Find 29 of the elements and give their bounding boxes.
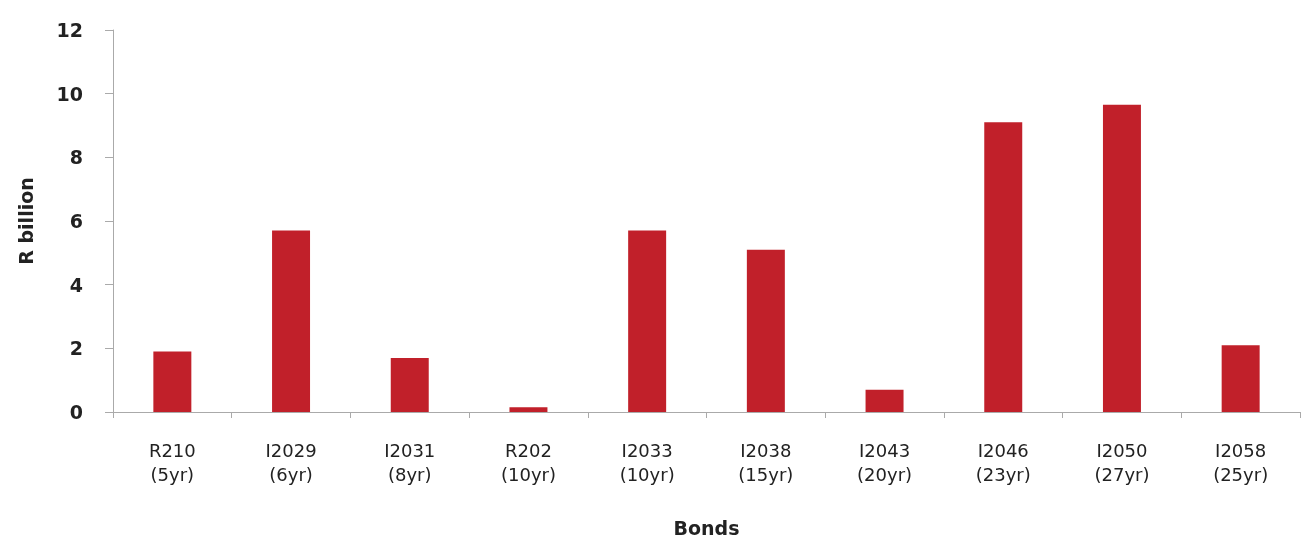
y-tick-label: 4 [69, 273, 83, 296]
y-tick-label: 2 [69, 337, 83, 360]
x-tick-label: R210 (5yr) [148, 439, 196, 485]
x-tick-label: I2058 (25yr) [1213, 439, 1269, 485]
y-tick-label: 8 [69, 146, 83, 169]
y-tick-label: 0 [69, 401, 83, 423]
x-axis-title: Bonds [673, 516, 740, 539]
x-tick-label: I2029 (6yr) [265, 439, 317, 485]
x-tick-label: R202 (10yr) [500, 439, 556, 485]
bar [1102, 104, 1141, 412]
x-tick-label: I2046 (23yr) [975, 439, 1031, 485]
bar [390, 357, 429, 412]
bar [746, 249, 785, 412]
bar [984, 122, 1023, 412]
y-tick-label: 6 [69, 210, 83, 232]
x-tick-label: I2038 (15yr) [738, 439, 794, 485]
x-tick-label: I2031 (8yr) [384, 439, 436, 485]
y-axis-title: R billion [14, 177, 37, 265]
bar [628, 230, 667, 412]
bar [272, 230, 311, 412]
x-tick-label: I2050 (27yr) [1094, 439, 1150, 485]
bar [865, 389, 904, 412]
x-tick-label: I2033 (10yr) [619, 439, 675, 485]
y-tick-label: 10 [56, 82, 83, 105]
y-tick-label: 12 [56, 19, 83, 41]
bar [1221, 345, 1260, 412]
x-tick-label: I2043 (20yr) [857, 439, 913, 485]
bar [509, 407, 548, 412]
bar [153, 351, 192, 412]
